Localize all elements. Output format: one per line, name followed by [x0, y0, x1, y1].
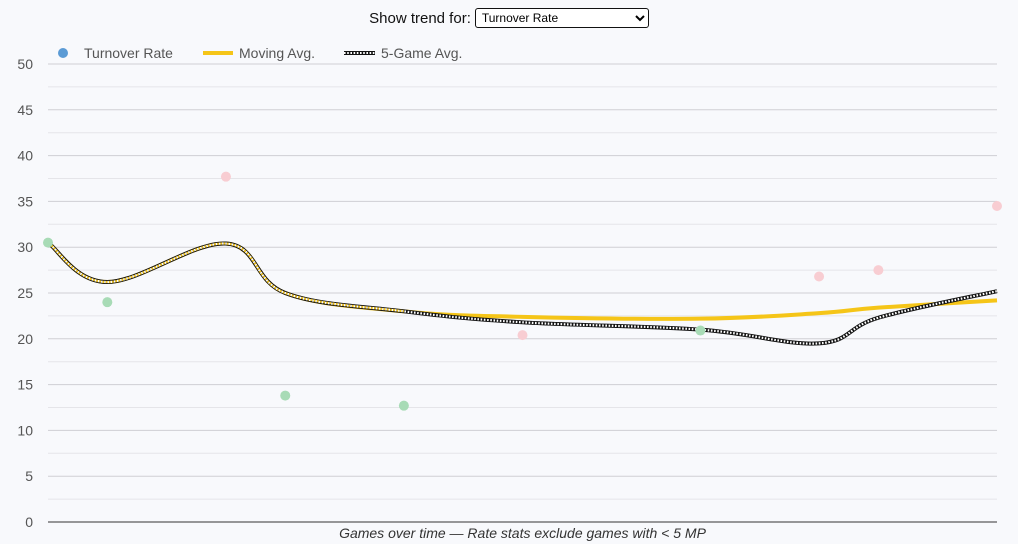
data-points	[43, 171, 1002, 411]
data-point	[517, 330, 528, 341]
trend-select[interactable]: Turnover Rate	[474, 8, 649, 28]
y-axis-ticks: 0 5 10 15 20 25 30 35 40 45 50	[17, 56, 33, 530]
data-point	[992, 200, 1002, 211]
gridlines	[48, 63, 997, 500]
legend-label-five-game-avg: 5-Game Avg.	[381, 45, 462, 61]
y-tick-label: 40	[17, 148, 33, 164]
moving-avg-line	[46, 240, 998, 321]
data-point	[814, 271, 825, 282]
legend: Turnover Rate Moving Avg. 5-Game Avg.	[58, 45, 462, 61]
y-tick-label: 25	[17, 285, 33, 301]
y-tick-label: 35	[17, 193, 33, 209]
legend-marker-turnover-rate	[58, 48, 68, 58]
five-game-avg-line-dash	[47, 241, 998, 345]
overlap-line-accent	[47, 241, 405, 313]
data-point	[873, 265, 884, 276]
y-tick-label: 0	[25, 514, 33, 530]
y-tick-label: 20	[17, 331, 33, 347]
trend-control: Show trend for: Turnover Rate	[0, 6, 1018, 30]
y-tick-label: 50	[17, 56, 33, 72]
trend-label: Show trend for:	[369, 9, 471, 27]
data-point	[102, 297, 113, 308]
legend-label-moving-avg: Moving Avg.	[239, 45, 315, 61]
data-point	[280, 390, 291, 401]
data-point	[220, 171, 231, 182]
legend-label-turnover-rate: Turnover Rate	[84, 45, 173, 61]
data-point	[43, 237, 53, 248]
data-point	[695, 325, 706, 336]
data-point	[398, 400, 409, 411]
y-tick-label: 15	[17, 377, 33, 393]
y-tick-label: 10	[17, 422, 33, 438]
y-tick-label: 5	[25, 468, 33, 484]
x-axis-caption: Games over time — Rate stats exclude gam…	[339, 525, 707, 541]
trend-lines	[46, 240, 998, 346]
y-tick-label: 45	[17, 102, 33, 118]
y-tick-label: 30	[17, 239, 33, 255]
